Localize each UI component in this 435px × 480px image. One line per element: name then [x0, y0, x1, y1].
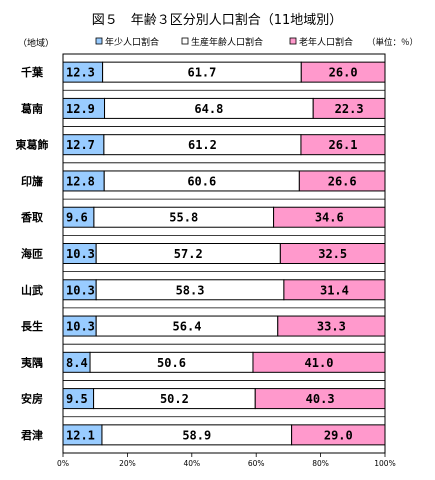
legend-label-3: 老年人口割合	[299, 36, 353, 48]
category-label: 君津	[21, 428, 43, 442]
category-axis-label: （地域）	[18, 37, 54, 49]
data-label: 33.3	[317, 320, 346, 334]
legend-swatch-1	[95, 37, 103, 45]
data-label: 32.5	[318, 247, 347, 261]
legend: 年少人口割合 生産年齢人口割合 老年人口割合	[95, 36, 353, 48]
data-label: 55.8	[169, 211, 198, 225]
legend-label-1: 年少人口割合	[105, 36, 159, 48]
x-tick-label: 40%	[183, 459, 200, 468]
category-label: 海匝	[21, 247, 43, 261]
category-label: 葛南	[20, 101, 43, 115]
data-label: 41.0	[305, 356, 334, 370]
data-label: 12.8	[66, 174, 95, 188]
bar-segment-3	[283, 279, 386, 301]
x-tick-label: 60%	[248, 459, 265, 468]
data-label: 58.3	[176, 283, 205, 297]
category-label: 山武	[21, 283, 43, 297]
bar-segment-3	[300, 134, 386, 156]
data-label: 31.4	[320, 283, 349, 297]
data-label: 10.3	[66, 320, 95, 334]
data-label: 26.6	[328, 174, 357, 188]
x-tick-label: 80%	[312, 459, 329, 468]
data-label: 9.5	[66, 392, 88, 406]
bar-segment-3	[300, 61, 386, 83]
bar-segment-3	[279, 243, 386, 264]
data-label: 50.6	[157, 356, 186, 370]
x-tick-label: 100%	[374, 459, 395, 468]
data-label: 56.4	[173, 320, 202, 334]
chart-title: 図５ 年齢３区分別人口割合（11地域別）	[92, 12, 343, 28]
x-tick-label: 0%	[57, 459, 69, 468]
category-label: 安房	[21, 392, 43, 406]
plot-area: 0% 20% 40% 60% 80% 100% 千葉 12.3 61.7 26.0 葛南 12.9 64…	[16, 53, 396, 468]
data-label: 61.7	[187, 66, 216, 80]
category-label: 香取	[20, 210, 43, 224]
bar-segment-3	[252, 351, 386, 373]
data-label: 12.9	[66, 102, 95, 116]
data-label: 22.3	[335, 102, 364, 116]
data-label: 60.6	[187, 174, 216, 188]
category-label: 東葛飾	[16, 138, 49, 152]
category-label: 長生	[21, 319, 43, 333]
bar-segment-3	[291, 424, 386, 446]
data-label: 10.3	[66, 247, 95, 261]
category-label: 千葉	[21, 65, 44, 79]
category-label: 夷隅	[21, 355, 43, 369]
data-label: 10.3	[66, 283, 95, 297]
bar-segment-3	[277, 315, 386, 337]
bar-segment-3	[312, 97, 386, 119]
data-label: 8.4	[66, 356, 88, 370]
unit-label: （単位：％）	[367, 37, 418, 48]
legend-label-2: 生産年齢人口割合	[191, 36, 263, 48]
category-label: 印旛	[21, 174, 43, 188]
data-label: 29.0	[324, 428, 353, 442]
data-label: 57.2	[174, 247, 203, 261]
data-label: 64.8	[194, 102, 223, 116]
data-label: 50.2	[160, 392, 189, 406]
legend-swatch-3	[289, 37, 297, 45]
data-label: 40.3	[306, 392, 335, 406]
data-label: 58.9	[182, 428, 211, 442]
x-tick-label: 20%	[119, 459, 136, 468]
legend-swatch-2	[181, 37, 189, 45]
data-label: 26.1	[329, 138, 358, 152]
data-label: 26.0	[329, 66, 358, 80]
bar-segment-3	[298, 170, 386, 192]
bar-segment-3	[273, 206, 386, 228]
data-label: 34.6	[315, 211, 344, 225]
data-label: 12.1	[66, 428, 95, 442]
data-label: 12.3	[66, 66, 95, 80]
data-label: 61.2	[188, 138, 217, 152]
data-label: 12.7	[66, 138, 95, 152]
bar-segment-3	[254, 388, 386, 410]
data-label: 9.6	[66, 211, 88, 225]
